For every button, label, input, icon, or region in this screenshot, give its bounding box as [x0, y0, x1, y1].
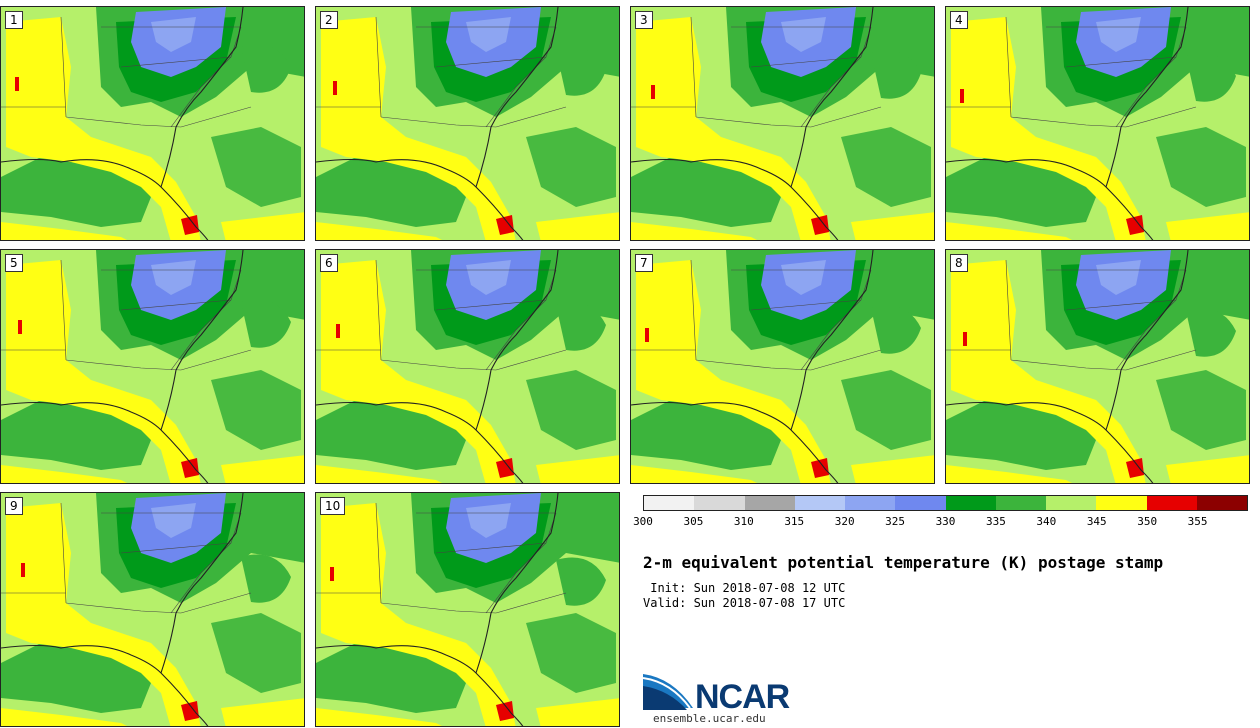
- colorbar-segment: [895, 496, 946, 510]
- colorbar-segment: [1096, 496, 1147, 510]
- ensemble-member-panel: 7: [630, 249, 935, 484]
- ncar-url: ensemble.ucar.edu: [653, 712, 766, 725]
- colorbar-labels: 300 305 310 315 320 325 330 335 340 345 350 355: [633, 515, 1248, 529]
- ncar-logo: NCAR ensemble.ucar.edu: [642, 672, 803, 726]
- colorbar-segment: [744, 496, 795, 510]
- member-number: 1: [5, 11, 23, 29]
- ensemble-member-panel: 2: [315, 6, 620, 241]
- ensemble-member-panel: 8: [945, 249, 1250, 484]
- colorbar-tick-label: 345: [1086, 515, 1107, 528]
- colorbar-tick-label: 325: [885, 515, 906, 528]
- ensemble-member-panel: 3: [630, 6, 935, 241]
- ensemble-member-panel: 9: [0, 492, 305, 727]
- colorbar-tick-label: 315: [784, 515, 805, 528]
- member-number: 8: [950, 254, 968, 272]
- colorbar-tick-label: 320: [834, 515, 855, 528]
- member-number: 9: [5, 497, 23, 515]
- chart-title: 2-m equivalent potential temperature (K)…: [643, 553, 1164, 572]
- colorbar-segment: [1146, 496, 1197, 510]
- member-number: 7: [635, 254, 653, 272]
- member-number: 6: [320, 254, 338, 272]
- colorbar: [643, 495, 1248, 511]
- ensemble-member-panel: 4: [945, 6, 1250, 241]
- colorbar-tick-label: 335: [985, 515, 1006, 528]
- colorbar-segment: [1046, 496, 1097, 510]
- member-number: 3: [635, 11, 653, 29]
- colorbar-segment: [644, 496, 695, 510]
- ensemble-member-panel: 6: [315, 249, 620, 484]
- member-number: 2: [320, 11, 338, 29]
- valid-time: Valid: Sun 2018-07-08 17 UTC: [643, 596, 846, 610]
- member-number: 4: [950, 11, 968, 29]
- colorbar-tick-label: 330: [935, 515, 956, 528]
- colorbar-tick-label: 305: [683, 515, 704, 528]
- ncar-swoosh-icon: [642, 674, 693, 710]
- colorbar-segment: [1196, 496, 1247, 510]
- ensemble-member-panel: 10: [315, 492, 620, 727]
- colorbar-segment: [945, 496, 996, 510]
- colorbar-tick-label: 340: [1036, 515, 1057, 528]
- ensemble-member-panel: 1: [0, 6, 305, 241]
- colorbar-tick-label: 355: [1187, 515, 1208, 528]
- colorbar-tick-label: 350: [1137, 515, 1158, 528]
- member-number: 10: [320, 497, 346, 515]
- colorbar-segment: [694, 496, 745, 510]
- colorbar-segment: [995, 496, 1046, 510]
- member-number: 5: [5, 254, 23, 272]
- time-info: Init: Sun 2018-07-08 12 UTC Valid: Sun 2…: [643, 581, 845, 611]
- colorbar-tick-label: 310: [733, 515, 754, 528]
- init-time: Init: Sun 2018-07-08 12 UTC: [643, 581, 846, 595]
- ensemble-member-panel: 5: [0, 249, 305, 484]
- colorbar-segment: [794, 496, 845, 510]
- colorbar-segment: [845, 496, 896, 510]
- ncar-logo-text: NCAR: [695, 678, 790, 716]
- colorbar-tick-label: 300: [633, 515, 653, 528]
